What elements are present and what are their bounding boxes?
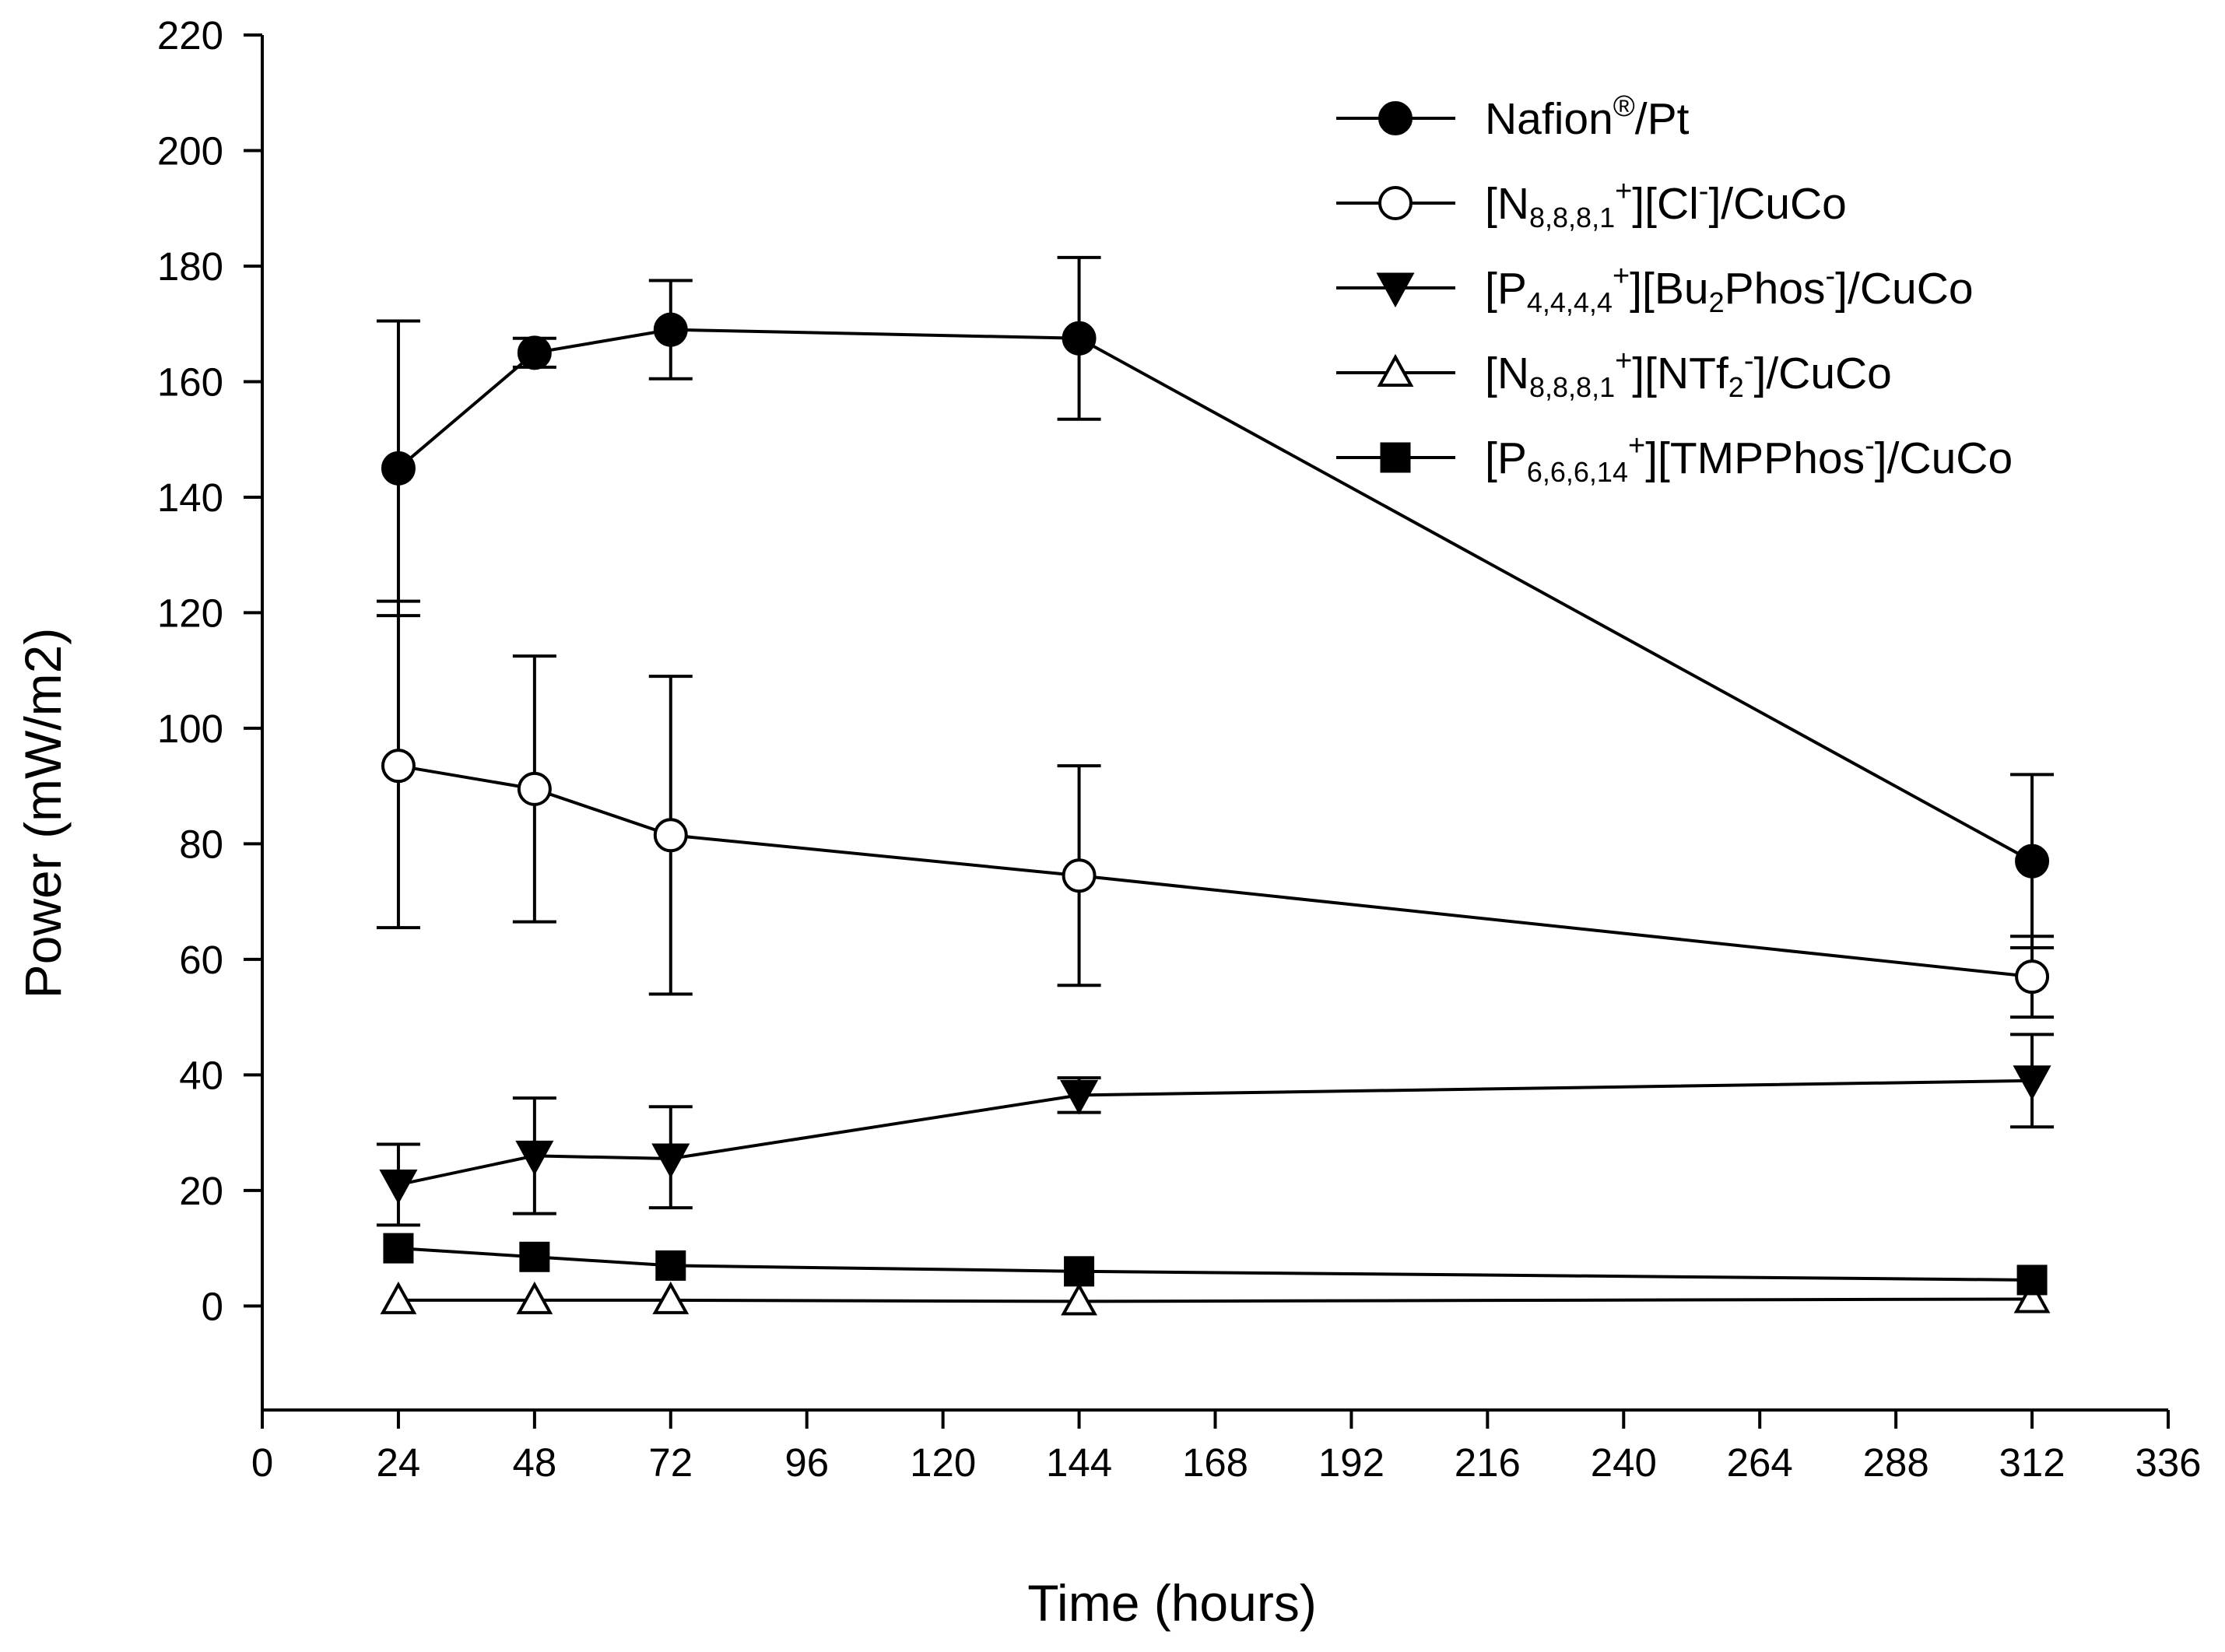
y-tick-label: 160 — [157, 360, 223, 404]
x-tick-label: 264 — [1727, 1440, 1793, 1485]
x-tick-label: 336 — [2135, 1440, 2201, 1485]
data-point — [653, 818, 688, 853]
y-tick-label: 80 — [179, 822, 223, 866]
legend-label: [P4,4,4,4+][Bu2Phos-]/CuCo — [1485, 260, 1974, 318]
data-point — [379, 1169, 418, 1205]
y-tick-label: 120 — [157, 591, 223, 635]
x-tick-label: 144 — [1046, 1440, 1112, 1485]
data-point — [1064, 1256, 1095, 1287]
y-tick-label: 100 — [157, 707, 223, 751]
data-point — [2015, 844, 2050, 879]
y-axis-title: Power (mW/m2) — [14, 628, 72, 999]
legend-label: [P6,6,6,14+][TMPPhos-]/CuCo — [1485, 430, 2013, 488]
y-tick-label: 180 — [157, 244, 223, 289]
y-tick-label: 200 — [157, 128, 223, 173]
x-tick-label: 216 — [1455, 1440, 1521, 1485]
legend-marker — [1380, 442, 1411, 473]
y-tick-label: 60 — [179, 938, 223, 982]
x-axis-title: Time (hours) — [1027, 1574, 1317, 1632]
series-nafion-pt — [376, 255, 2055, 950]
legend-marker — [1378, 101, 1413, 135]
series-n8-8-8-1-cl-cuco — [376, 599, 2055, 1019]
data-point — [2013, 1065, 2051, 1100]
data-point — [519, 1241, 550, 1272]
data-point — [517, 771, 552, 806]
data-point — [1062, 858, 1097, 893]
x-tick-label: 192 — [1318, 1440, 1384, 1485]
x-tick-label: 240 — [1591, 1440, 1657, 1485]
data-point — [381, 451, 416, 486]
y-tick-label: 40 — [179, 1053, 223, 1097]
x-tick-label: 72 — [648, 1440, 693, 1485]
series-p4-4-4-4-bu2phos-cuco — [376, 1033, 2055, 1227]
data-point — [1062, 321, 1097, 356]
data-point — [1060, 1079, 1099, 1115]
data-point — [653, 312, 688, 347]
x-tick-label: 312 — [1999, 1440, 2065, 1485]
x-tick-label: 288 — [1863, 1440, 1929, 1485]
data-point — [1061, 1282, 1097, 1316]
data-point — [516, 1281, 553, 1314]
x-tick-label: 168 — [1182, 1440, 1248, 1485]
data-point — [380, 1281, 417, 1314]
y-tick-label: 20 — [179, 1169, 223, 1213]
data-point — [517, 335, 552, 370]
y-tick-label: 220 — [157, 13, 223, 58]
series-n8-8-8-1-ntf2-cuco — [380, 1280, 2051, 1316]
legend-label: [N8,8,8,1+][NTf2-]/CuCo — [1485, 345, 1892, 403]
data-point — [2015, 959, 2050, 994]
legend-marker — [1378, 186, 1413, 220]
data-point — [652, 1281, 690, 1314]
x-tick-label: 120 — [910, 1440, 976, 1485]
data-point — [383, 1233, 414, 1264]
legend-entry: [P4,4,4,4+][Bu2Phos-]/CuCo — [1336, 260, 1974, 318]
y-tick-label: 0 — [202, 1284, 223, 1328]
x-tick-label: 24 — [377, 1440, 421, 1485]
x-tick-label: 48 — [512, 1440, 556, 1485]
y-tick-label: 140 — [157, 475, 223, 520]
data-point — [2016, 1264, 2048, 1296]
legend-label: Nafion®/Pt — [1485, 90, 1690, 144]
legend-marker — [1377, 353, 1414, 387]
x-tick-label: 96 — [784, 1440, 829, 1485]
x-tick-label: 0 — [251, 1440, 273, 1485]
legend-label: [N8,8,8,1+][Cl-]/CuCo — [1485, 175, 1847, 233]
data-point — [2013, 1280, 2051, 1314]
legend-marker — [1376, 272, 1415, 308]
legend-entry: Nafion®/Pt — [1336, 90, 1690, 144]
data-point — [381, 749, 416, 784]
legend-entry: [P6,6,6,14+][TMPPhos-]/CuCo — [1336, 430, 2013, 488]
legend-entry: [N8,8,8,1+][NTf2-]/CuCo — [1336, 345, 1892, 403]
data-point — [655, 1250, 686, 1281]
legend-entry: [N8,8,8,1+][Cl-]/CuCo — [1336, 175, 1847, 233]
data-point — [515, 1140, 554, 1176]
data-point — [651, 1143, 690, 1179]
series-p6-6-6-14-tmpphos-cuco — [383, 1233, 2048, 1296]
